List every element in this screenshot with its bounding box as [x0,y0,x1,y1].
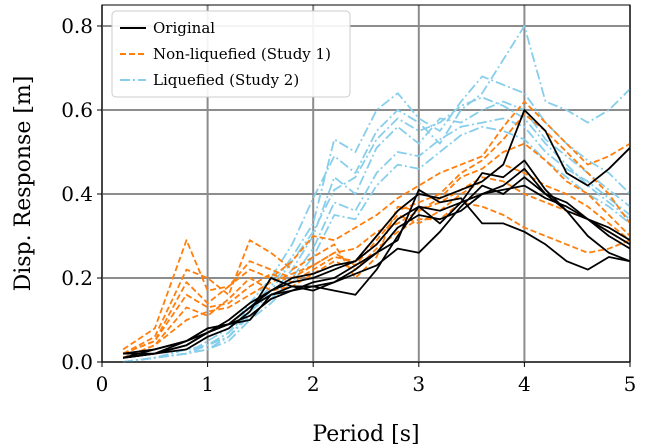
y-tick-label: 0.8 [61,14,93,38]
x-tick-label: 5 [624,372,637,396]
series-line-dashdot-2 [122,75,631,363]
axis-ticks [97,25,631,367]
series-line-solid-6 [122,176,631,359]
x-tick-label: 0 [96,372,109,396]
series-line-solid-4 [122,184,631,359]
y-tick-label: 0.4 [61,182,93,206]
legend-label: Original [153,19,215,37]
series-line-dashed-3 [122,163,631,355]
series-line-dashdot-3 [122,100,631,363]
series-line-dashdot-5 [122,96,631,363]
series-line-dashed-6 [122,176,631,359]
y-tick-label: 0.2 [61,266,93,290]
x-tick-label: 1 [201,372,214,396]
legend-label: Liquefied (Study 2) [153,71,299,89]
series-line-dashed-1 [122,100,631,351]
x-tick-label: 3 [412,372,425,396]
series-line-dashed-5 [122,113,631,355]
y-tick-label: 0.0 [61,350,93,374]
plot-frame [101,4,631,363]
series-line-solid-3 [122,167,631,359]
series-line-dashdot-4 [122,117,631,363]
legend-label: Non-liquefied (Study 1) [153,45,331,63]
x-tick-label: 2 [307,372,320,396]
legend-box [111,10,351,98]
y-axis-label: Disp. Response [m] [11,76,36,292]
x-tick-label: 4 [518,372,531,396]
tick-labels: 0 1 2 3 4 5 0.0 0.2 0.4 0.6 0.8 [61,14,636,396]
x-axis-label: Period [s] [312,422,419,447]
legend: Original Non-liquefied (Study 1) Liquefied… [111,10,351,98]
plot-series [122,25,631,363]
y-tick-label: 0.6 [61,98,93,122]
